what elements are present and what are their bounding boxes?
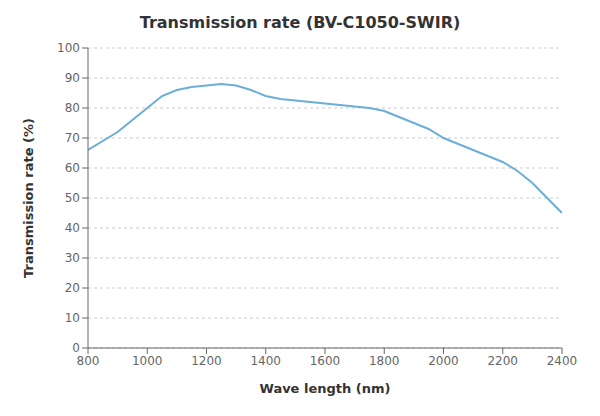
svg-text:800: 800 — [77, 354, 100, 368]
svg-text:90: 90 — [65, 71, 80, 85]
svg-text:20: 20 — [65, 281, 80, 295]
svg-text:2400: 2400 — [547, 354, 578, 368]
svg-text:1800: 1800 — [369, 354, 400, 368]
svg-text:1600: 1600 — [310, 354, 341, 368]
svg-text:1200: 1200 — [191, 354, 222, 368]
svg-text:50: 50 — [65, 191, 80, 205]
svg-text:2200: 2200 — [487, 354, 518, 368]
svg-text:1000: 1000 — [132, 354, 163, 368]
svg-text:100: 100 — [57, 41, 80, 55]
svg-text:60: 60 — [65, 161, 80, 175]
svg-text:70: 70 — [65, 131, 80, 145]
svg-text:40: 40 — [65, 221, 80, 235]
svg-text:Transmission rate (%): Transmission rate (%) — [21, 118, 36, 278]
svg-text:1400: 1400 — [250, 354, 281, 368]
svg-text:2000: 2000 — [428, 354, 459, 368]
svg-text:30: 30 — [65, 251, 80, 265]
svg-text:Wave length (nm): Wave length (nm) — [260, 381, 391, 396]
svg-text:10: 10 — [65, 311, 80, 325]
svg-text:0: 0 — [72, 341, 80, 355]
html-text:Transmission rate (BV-C1050-SW: Transmission rate (BV-C1050-SWIR) — [139, 13, 461, 32]
svg-text:80: 80 — [65, 101, 80, 115]
